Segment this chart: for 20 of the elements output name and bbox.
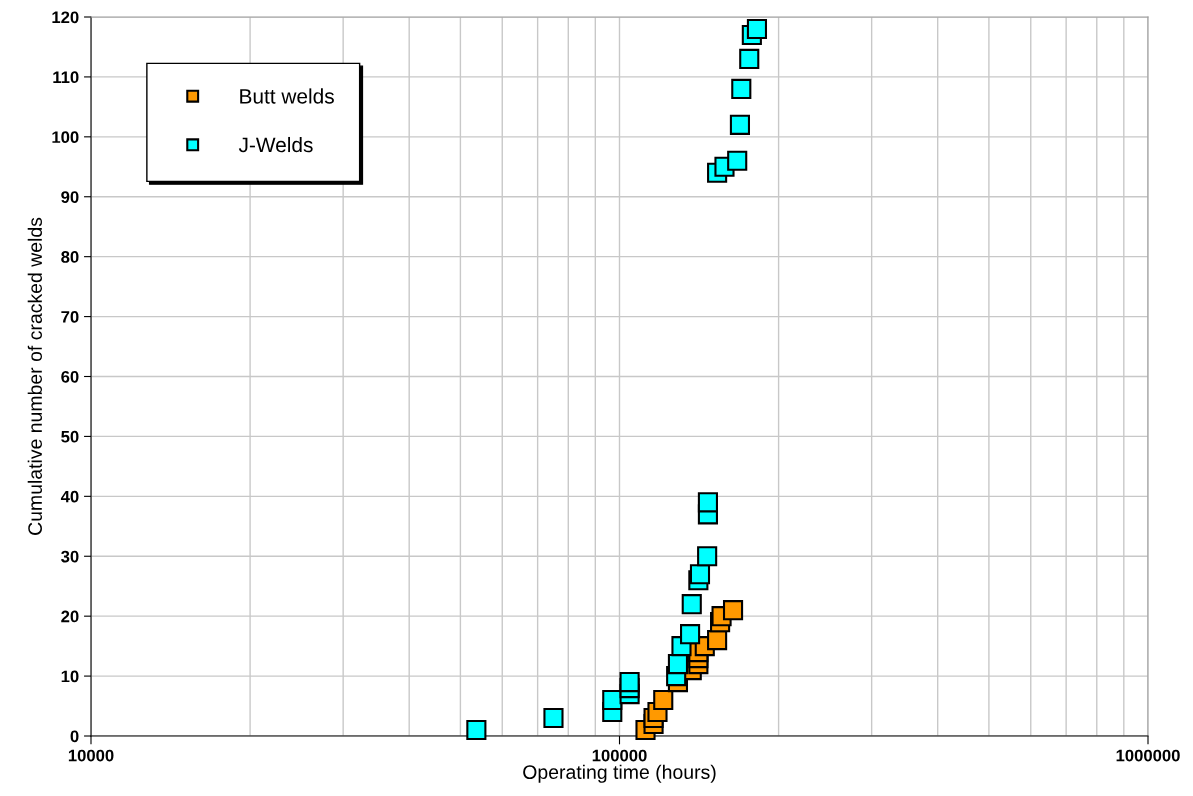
y-tick-label: 20 bbox=[61, 610, 79, 623]
x-tick-label: 10000 bbox=[68, 749, 114, 762]
y-tick-label: 70 bbox=[61, 310, 79, 323]
y-tick-label: 40 bbox=[60, 490, 79, 503]
y-tick-label: 100 bbox=[52, 131, 79, 144]
x-tick-label: 100000 bbox=[592, 749, 647, 762]
legend-label: Butt welds bbox=[240, 88, 334, 104]
y-tick-label: 50 bbox=[61, 430, 79, 443]
x-tick-label: 1000000 bbox=[1116, 749, 1180, 762]
legend-label: J-Welds bbox=[238, 136, 313, 153]
x-axis-title: Operating time (hours) bbox=[523, 764, 716, 783]
y-tick-label: 120 bbox=[52, 11, 79, 24]
y-tick-label: 90 bbox=[61, 191, 79, 203]
y-tick-label: 30 bbox=[61, 550, 79, 563]
y-tick-label: 0 bbox=[70, 730, 79, 743]
y-tick-label: 80 bbox=[61, 251, 79, 263]
y-tick-label: 110 bbox=[53, 71, 79, 84]
y-tick-label: 10 bbox=[61, 670, 79, 683]
y-axis-title: Cumulative number of cracked welds bbox=[27, 217, 42, 535]
y-tick-label: 60 bbox=[61, 370, 79, 383]
